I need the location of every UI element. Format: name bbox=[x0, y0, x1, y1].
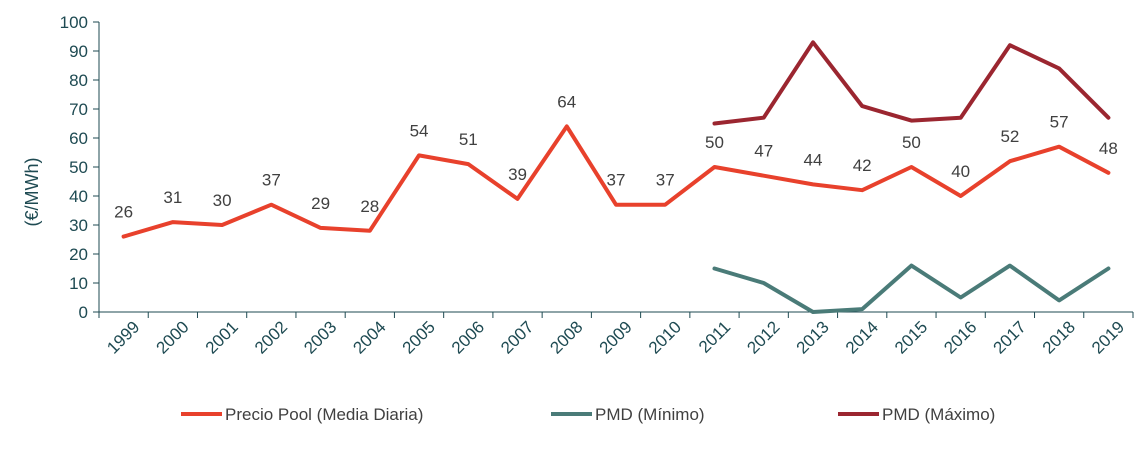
data-label: 42 bbox=[853, 156, 872, 175]
data-label: 30 bbox=[213, 191, 232, 210]
x-tick-label: 2018 bbox=[1039, 317, 1079, 357]
y-tick-label: 90 bbox=[69, 42, 88, 61]
y-axis-ticks: 0 10 20 30 40 50 60 70 80 90 100 bbox=[60, 13, 99, 322]
series-line-0 bbox=[121, 124, 1111, 239]
x-tick-label: 2009 bbox=[596, 317, 636, 357]
data-label: 54 bbox=[410, 121, 429, 140]
data-label: 44 bbox=[803, 150, 822, 169]
data-label: 51 bbox=[459, 130, 478, 149]
x-tick-label: 2014 bbox=[842, 317, 882, 357]
x-tick-label: 2011 bbox=[695, 317, 734, 356]
y-tick-label: 100 bbox=[60, 13, 88, 32]
data-label: 29 bbox=[311, 194, 330, 213]
y-tick-label: 0 bbox=[79, 303, 88, 322]
chart-axes bbox=[98, 22, 1133, 313]
legend-label-1: PMD (Mínimo) bbox=[595, 405, 705, 424]
y-tick-label: 40 bbox=[69, 187, 88, 206]
data-label: 50 bbox=[705, 133, 724, 152]
data-label: 39 bbox=[508, 165, 527, 184]
legend-label-0: Precio Pool (Media Diaria) bbox=[225, 405, 423, 424]
x-tick-label: 2000 bbox=[153, 317, 193, 357]
x-tick-label: 1999 bbox=[103, 317, 143, 357]
legend-label-2: PMD (Máximo) bbox=[882, 405, 995, 424]
y-tick-label: 30 bbox=[69, 216, 88, 235]
y-axis-label: (€/MWh) bbox=[22, 158, 42, 227]
x-axis-ticks: 1999 2000 2001 2002 2003 2004 2005 2006 2007 2008… bbox=[98, 312, 1134, 358]
series-line-1 bbox=[712, 263, 1111, 314]
legend: Precio Pool (Media Diaria) PMD (Mínimo) PM… bbox=[181, 405, 995, 424]
data-labels: 26 31 30 37 29 28 54 51 39 64 37 37 50 47 44 42 50 40 52 57… bbox=[114, 92, 1118, 221]
series-lines bbox=[121, 40, 1111, 314]
x-tick-label: 2001 bbox=[202, 317, 242, 357]
data-label: 37 bbox=[656, 171, 675, 190]
data-label: 52 bbox=[1000, 127, 1019, 146]
x-tick-label: 2005 bbox=[399, 317, 439, 357]
data-label: 31 bbox=[163, 188, 182, 207]
x-tick-label: 2004 bbox=[349, 317, 389, 357]
y-tick-label: 50 bbox=[69, 158, 88, 177]
x-tick-label: 2002 bbox=[251, 317, 291, 357]
y-tick-label: 80 bbox=[69, 71, 88, 90]
x-tick-label: 2012 bbox=[743, 317, 783, 357]
series-line-2 bbox=[712, 40, 1111, 126]
data-label: 47 bbox=[754, 142, 773, 161]
x-tick-label: 2008 bbox=[546, 317, 586, 357]
y-tick-label: 20 bbox=[69, 245, 88, 264]
x-tick-label: 2003 bbox=[300, 317, 340, 357]
x-tick-label: 2006 bbox=[448, 317, 488, 357]
data-label: 37 bbox=[607, 171, 626, 190]
data-label: 37 bbox=[262, 171, 281, 190]
data-label: 50 bbox=[902, 133, 921, 152]
y-tick-label: 10 bbox=[69, 274, 88, 293]
data-label: 28 bbox=[360, 197, 379, 216]
data-label: 26 bbox=[114, 203, 133, 222]
x-tick-label: 2010 bbox=[645, 317, 685, 357]
x-tick-label: 2016 bbox=[940, 317, 980, 357]
data-label: 64 bbox=[557, 92, 576, 111]
data-label: 57 bbox=[1050, 113, 1069, 132]
data-label: 48 bbox=[1099, 139, 1118, 158]
x-tick-label: 2019 bbox=[1088, 317, 1128, 357]
x-tick-label: 2015 bbox=[891, 317, 931, 357]
x-tick-label: 2017 bbox=[990, 317, 1030, 357]
y-tick-label: 70 bbox=[69, 100, 88, 119]
x-tick-label: 2013 bbox=[793, 317, 833, 357]
data-label: 40 bbox=[951, 162, 970, 181]
x-tick-label: 2007 bbox=[497, 317, 537, 357]
y-tick-label: 60 bbox=[69, 129, 88, 148]
